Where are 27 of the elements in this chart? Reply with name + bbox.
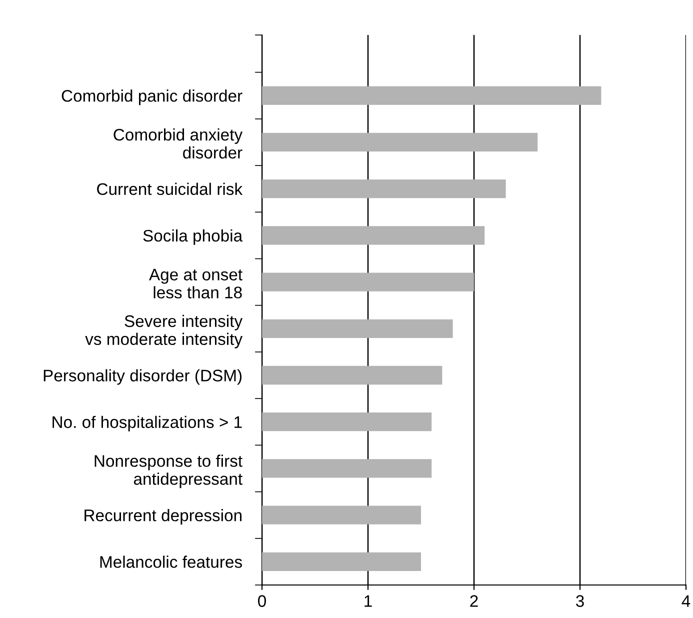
y-tick-label: Comorbid panic disorder: [62, 90, 242, 106]
bar: [262, 412, 432, 432]
bar: [262, 86, 602, 105]
y-tick-label: Personality disorder (DSM): [44, 369, 242, 385]
bar: [262, 132, 538, 152]
bar: [262, 366, 442, 385]
bar: [262, 272, 474, 292]
bar: [262, 226, 485, 245]
x-tick-label: 3: [576, 595, 584, 607]
x-tick-label: 4: [682, 595, 690, 607]
y-tick-label: No. of hospitalizations > 1: [52, 416, 242, 432]
x-tick-label: 0: [258, 595, 266, 607]
y-tick-label: Recurrent depression: [84, 509, 242, 525]
x-tick-label: 1: [364, 595, 372, 607]
y-tick-label: Severe intensity vs moderate intensity: [85, 314, 243, 348]
y-tick-label: Nonresponse to first antidepressant: [94, 454, 242, 488]
y-tick-label: Socila phobia: [143, 229, 243, 245]
bar: [262, 506, 421, 524]
bar: [262, 459, 432, 478]
bar: [262, 319, 453, 338]
y-tick-label: Comorbid anxiety disorder: [114, 128, 243, 159]
bar: [262, 552, 421, 572]
y-tick-label: Current suicidal risk: [97, 182, 243, 196]
x-tick-label: 2: [470, 595, 478, 607]
bar: [262, 179, 506, 198]
y-tick-label: Melancolic features: [100, 556, 242, 568]
y-tick-label: Age at onset less than 18: [149, 268, 242, 298]
